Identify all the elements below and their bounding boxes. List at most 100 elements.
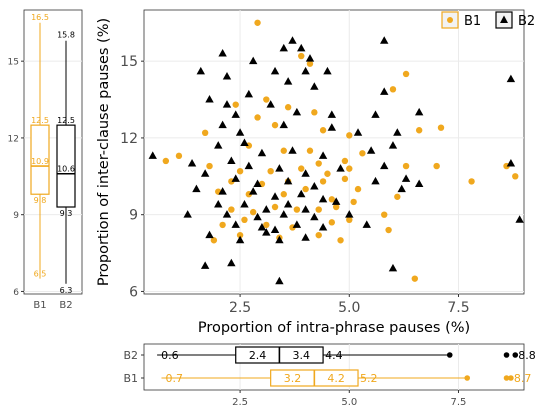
point-b1 [271, 121, 279, 129]
point-b2 [253, 179, 262, 187]
point-b2 [187, 159, 197, 167]
point-b1 [315, 231, 322, 239]
point-b2 [331, 197, 341, 205]
point-b1 [394, 193, 401, 200]
left-x-tick-label: B2 [59, 300, 72, 311]
point-b1 [319, 178, 327, 185]
scatter-gridlines [144, 10, 524, 294]
left-x-tick-label: B1 [33, 300, 46, 311]
left-panel-boxes: 16.5 12.5 10.9 9.8 6.5 15.8 12.5 10.6 9.3 6.3 [30, 13, 76, 295]
point-b1 [293, 206, 301, 213]
point-b1 [201, 129, 209, 137]
point-b2 [327, 110, 337, 118]
point-b1 [254, 114, 261, 121]
point-b1 [381, 211, 388, 218]
point-b1 [324, 170, 331, 177]
left-panel-y-ticks: 6 9 12 15 [8, 58, 24, 298]
outlier-b2 [503, 352, 510, 358]
point-b2 [200, 169, 210, 177]
label-median-h-b2: 3.4 [292, 349, 310, 362]
point-b2 [240, 138, 249, 147]
point-b1 [284, 104, 292, 111]
point-b2 [227, 258, 236, 267]
point-b2 [401, 174, 411, 182]
point-b2 [345, 210, 354, 218]
point-b2 [248, 56, 258, 65]
label-q3-h-b2: 4.4 [325, 349, 343, 362]
point-b2 [292, 220, 302, 228]
y-tick-label: 15 [120, 54, 138, 70]
point-b2 [214, 141, 223, 149]
bottom-panel-y-ticks: B1 B2 [123, 349, 144, 385]
point-b1 [328, 196, 336, 203]
point-b2 [288, 146, 297, 154]
point-b1 [280, 191, 287, 198]
point-b2 [218, 187, 227, 195]
label-q1-h-b2: 2.4 [249, 349, 267, 362]
point-b1 [411, 275, 419, 282]
point-b2 [253, 212, 262, 221]
point-b2 [262, 228, 271, 236]
point-b1 [263, 96, 270, 103]
label-outlier-h-b2: 8.8 [518, 349, 536, 362]
bottom-x-tick-label: 7.5 [451, 397, 467, 408]
point-b2 [318, 151, 328, 159]
point-b1 [254, 19, 261, 26]
point-b2 [205, 230, 214, 239]
point-b2 [279, 43, 288, 52]
legend: B1 B2 [441, 11, 535, 29]
point-b2 [353, 128, 363, 136]
point-b1 [341, 157, 349, 165]
scatter-panel-background [143, 9, 525, 295]
point-b1 [236, 167, 244, 175]
label-max-b1: 16.5 [31, 13, 49, 22]
point-b2 [336, 164, 345, 172]
label-min-h-b2: 0.6 [161, 349, 179, 362]
point-b1 [385, 226, 392, 234]
point-b1 [328, 219, 336, 226]
point-b2 [380, 161, 389, 170]
scatter-x-ticks: 2.5 5.0 7.5 [229, 294, 470, 316]
point-b1 [241, 216, 248, 224]
point-b2 [227, 156, 236, 164]
y-tick-label: 6 [129, 284, 138, 300]
point-b2 [248, 187, 258, 195]
point-b1 [306, 147, 314, 154]
point-b2 [388, 141, 398, 149]
point-b2 [240, 199, 249, 208]
point-b2 [218, 120, 227, 129]
point-b1 [298, 165, 305, 172]
label-q3-b1: 12.5 [31, 116, 49, 125]
point-b2 [222, 72, 232, 80]
point-b1 [249, 208, 257, 216]
point-b2 [305, 54, 315, 62]
point-b1 [228, 206, 235, 213]
label-min-b1: 6.5 [34, 270, 47, 279]
point-b2 [393, 128, 402, 136]
left-panel-x-ticks: B1 B2 [33, 300, 72, 311]
point-b2 [283, 199, 293, 208]
outlier-b1 [508, 375, 514, 381]
point-b1 [337, 237, 344, 244]
point-b2 [222, 100, 232, 108]
point-b2 [397, 184, 406, 193]
point-b2 [371, 176, 380, 185]
point-b2 [506, 159, 516, 167]
point-b2 [279, 210, 288, 218]
y-axis-label: Proportion of inter-clause pauses (%) [96, 18, 112, 286]
point-b1 [346, 216, 353, 224]
label-median-h-b1: 4.2 [327, 372, 345, 385]
point-b2 [283, 176, 293, 185]
label-outlier-h-b1: 8.7 [514, 372, 532, 385]
point-b1 [402, 70, 410, 78]
point-b1 [232, 101, 239, 108]
point-b2 [323, 66, 332, 75]
scatter-y-ticks: 6 9 12 15 [120, 54, 144, 300]
label-q3-b2: 12.5 [57, 116, 75, 125]
label-median-b2: 10.6 [57, 165, 75, 174]
bottom-panel-boxes: 0.7 3.2 4.2 5.2 8.7 0.6 2.4 3.4 4.4 8.8 [157, 346, 536, 387]
point-b2 [301, 205, 310, 213]
point-b2 [235, 128, 245, 136]
point-b2 [380, 36, 389, 44]
